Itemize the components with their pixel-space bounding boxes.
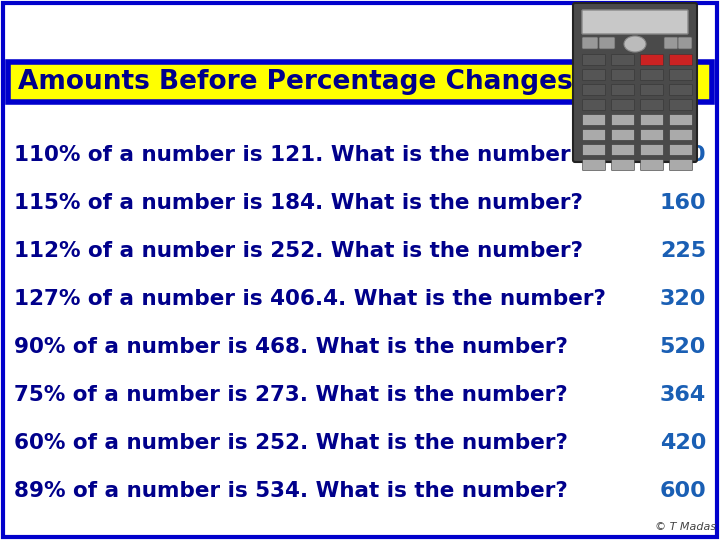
FancyBboxPatch shape [670,70,693,80]
FancyBboxPatch shape [582,145,606,156]
FancyBboxPatch shape [641,159,664,171]
FancyBboxPatch shape [573,3,697,162]
Text: 89% of a number is 534. What is the number?: 89% of a number is 534. What is the numb… [14,481,568,501]
FancyBboxPatch shape [611,130,634,140]
FancyBboxPatch shape [599,37,615,49]
Text: 112% of a number is 252. What is the number?: 112% of a number is 252. What is the num… [14,241,583,261]
FancyBboxPatch shape [582,130,606,140]
FancyBboxPatch shape [670,130,693,140]
FancyBboxPatch shape [641,70,664,80]
FancyBboxPatch shape [670,114,693,125]
Text: 600: 600 [660,481,706,501]
FancyBboxPatch shape [611,55,634,65]
Text: Amounts Before Percentage Changes: Amounts Before Percentage Changes [18,69,572,95]
FancyBboxPatch shape [670,159,693,171]
FancyBboxPatch shape [611,159,634,171]
Text: © T Madas: © T Madas [655,522,716,532]
FancyBboxPatch shape [582,99,606,111]
FancyBboxPatch shape [641,145,664,156]
FancyBboxPatch shape [611,84,634,96]
FancyBboxPatch shape [641,55,664,65]
FancyBboxPatch shape [582,159,606,171]
FancyBboxPatch shape [641,99,664,111]
FancyBboxPatch shape [641,114,664,125]
FancyBboxPatch shape [664,37,678,49]
FancyBboxPatch shape [582,55,606,65]
FancyBboxPatch shape [670,99,693,111]
FancyBboxPatch shape [582,70,606,80]
Text: 520: 520 [660,337,706,357]
Text: 110% of a number is 121. What is the number?: 110% of a number is 121. What is the num… [14,145,583,165]
Text: 320: 320 [660,289,706,309]
FancyBboxPatch shape [582,37,598,49]
FancyBboxPatch shape [611,99,634,111]
FancyBboxPatch shape [670,55,693,65]
Text: 364: 364 [660,385,706,405]
Text: 127% of a number is 406.4. What is the number?: 127% of a number is 406.4. What is the n… [14,289,606,309]
Text: 90% of a number is 468. What is the number?: 90% of a number is 468. What is the numb… [14,337,568,357]
FancyBboxPatch shape [582,84,606,96]
FancyBboxPatch shape [582,10,688,34]
FancyBboxPatch shape [641,84,664,96]
FancyBboxPatch shape [611,70,634,80]
FancyBboxPatch shape [611,114,634,125]
FancyBboxPatch shape [641,130,664,140]
Text: 420: 420 [660,433,706,453]
FancyBboxPatch shape [670,84,693,96]
FancyBboxPatch shape [611,145,634,156]
Text: 160: 160 [660,193,706,213]
Text: 60% of a number is 252. What is the number?: 60% of a number is 252. What is the numb… [14,433,568,453]
FancyBboxPatch shape [678,37,692,49]
FancyBboxPatch shape [670,145,693,156]
Text: 225: 225 [660,241,706,261]
Text: 115% of a number is 184. What is the number?: 115% of a number is 184. What is the num… [14,193,583,213]
Text: 75% of a number is 273. What is the number?: 75% of a number is 273. What is the numb… [14,385,567,405]
Bar [8,62,712,102]
FancyBboxPatch shape [582,114,606,125]
Text: 110: 110 [660,145,706,165]
Ellipse shape [624,36,646,52]
